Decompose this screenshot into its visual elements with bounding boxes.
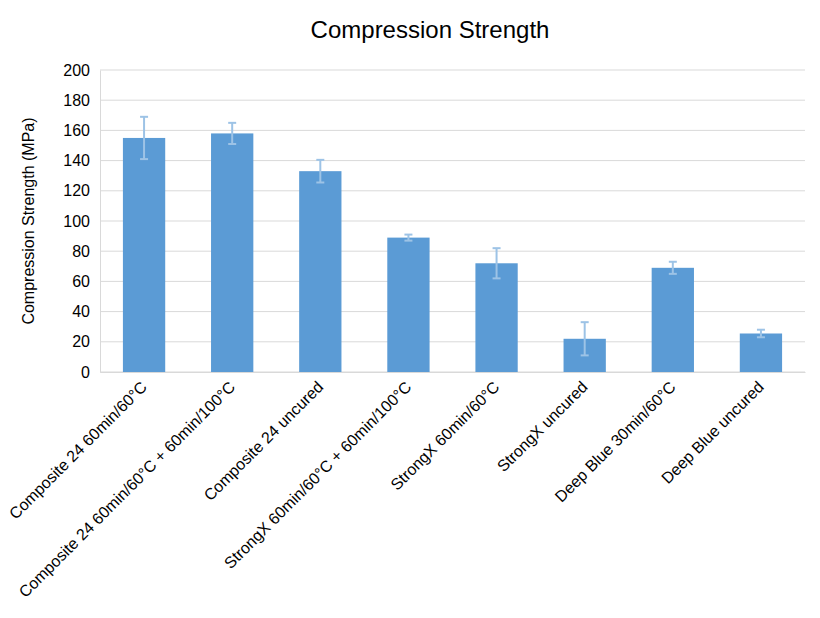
- error-bar: [669, 262, 677, 274]
- y-tick: 20: [72, 333, 100, 350]
- error-cap: [581, 354, 589, 356]
- grid-line: [100, 70, 805, 71]
- grid-line: [100, 311, 805, 312]
- error-stem: [231, 123, 233, 144]
- y-tick-label: 80: [72, 243, 90, 260]
- error-cap: [493, 247, 501, 249]
- error-cap: [140, 116, 148, 118]
- x-tick: StrongX uncured: [494, 372, 591, 475]
- y-tick-label: 120: [63, 182, 90, 199]
- error-cap: [404, 240, 412, 242]
- error-cap: [757, 329, 765, 331]
- bar: [652, 268, 694, 372]
- error-cap: [669, 273, 677, 275]
- error-stem: [319, 160, 321, 183]
- error-stem: [760, 330, 762, 338]
- x-tick-label: Composite 24 60min/60°C: [6, 378, 150, 522]
- x-tick-label: StrongX 60min/60°C: [387, 378, 502, 493]
- x-tick-label: Deep Blue 30min/60°C: [552, 378, 679, 505]
- grid: [100, 70, 805, 372]
- error-bar: [228, 123, 236, 144]
- x-tick-label: StrongX 60min/60°C + 60min/100°C: [221, 378, 415, 572]
- error-cap: [316, 181, 324, 183]
- title: Compression Strength: [311, 16, 550, 43]
- error-cap: [669, 261, 677, 263]
- y-tick-label: 0: [81, 364, 90, 381]
- error-stem: [496, 248, 498, 278]
- x-axis-line: [101, 372, 806, 373]
- y-tick: 40: [72, 303, 100, 320]
- grid-line: [100, 372, 805, 373]
- x-tick: Deep Blue uncured: [658, 372, 767, 487]
- y-tick-label: 200: [63, 62, 90, 79]
- grid-line: [100, 221, 805, 222]
- error-stem: [143, 117, 145, 159]
- x-tick-label: StrongX uncured: [494, 378, 591, 475]
- error-bar: [316, 160, 324, 183]
- plot: 0 20 40 60 80 100 120 140 160 180 200 Composite 24 …: [6, 62, 806, 601]
- y-tick: 120: [63, 182, 100, 199]
- bar: [299, 171, 341, 372]
- error-cap: [581, 321, 589, 323]
- error-cap: [140, 158, 148, 160]
- y-tick: 180: [63, 92, 100, 109]
- y-tick-label: 140: [63, 152, 90, 169]
- grid-line: [100, 190, 805, 191]
- bar: [211, 133, 253, 372]
- y-axis-line: [100, 71, 101, 373]
- x-tick: Deep Blue 30min/60°C: [552, 372, 679, 505]
- bar: [123, 138, 165, 372]
- error-cap: [228, 122, 236, 124]
- grid-line: [100, 100, 805, 101]
- error-bar: [140, 117, 148, 159]
- y-tick: 200: [63, 62, 100, 79]
- x-tick: StrongX 60min/60°C + 60min/100°C: [221, 372, 415, 572]
- grid-line: [100, 341, 805, 342]
- y-tick-label: 60: [72, 273, 90, 290]
- error-cap: [228, 143, 236, 145]
- grid-line: [100, 130, 805, 131]
- error-cap: [757, 336, 765, 338]
- y-tick: 140: [63, 152, 100, 169]
- y-tick-label: 160: [63, 122, 90, 139]
- error-cap: [404, 234, 412, 236]
- error-bar: [757, 330, 765, 338]
- bar: [387, 238, 429, 372]
- x-tick: StrongX 60min/60°C: [387, 372, 502, 493]
- bar: [740, 333, 782, 372]
- y-tick-label: 100: [63, 213, 90, 230]
- bars: [123, 117, 782, 372]
- y-tick: 60: [72, 273, 100, 290]
- y-tick: 0: [81, 364, 100, 381]
- error-stem: [672, 262, 674, 274]
- y-tick-label: 20: [72, 333, 90, 350]
- grid-line: [100, 281, 805, 282]
- grid-line: [100, 251, 805, 252]
- x-tick-label: Deep Blue uncured: [658, 378, 767, 487]
- grid-line: [100, 160, 805, 161]
- y-tick: 160: [63, 122, 100, 139]
- y-tick: 80: [72, 243, 100, 260]
- y-axis: 0 20 40 60 80 100 120 140 160 180 200: [63, 62, 100, 381]
- error-cap: [493, 277, 501, 279]
- error-bar: [404, 235, 412, 241]
- chart: 0 20 40 60 80 100 120 140 160 180 200 Composite 24 …: [0, 0, 820, 618]
- error-cap: [316, 159, 324, 161]
- bar: [475, 263, 517, 372]
- x-axis: Composite 24 60min/60°CComposite 24 60mi…: [6, 372, 806, 601]
- y-tick: 100: [63, 213, 100, 230]
- error-bar: [581, 322, 589, 355]
- error-stem: [584, 322, 586, 355]
- y-axis-title: Compression Strength (MPa): [20, 117, 37, 324]
- y-tick-label: 180: [63, 92, 90, 109]
- error-bar: [493, 248, 501, 278]
- y-tick-label: 40: [72, 303, 90, 320]
